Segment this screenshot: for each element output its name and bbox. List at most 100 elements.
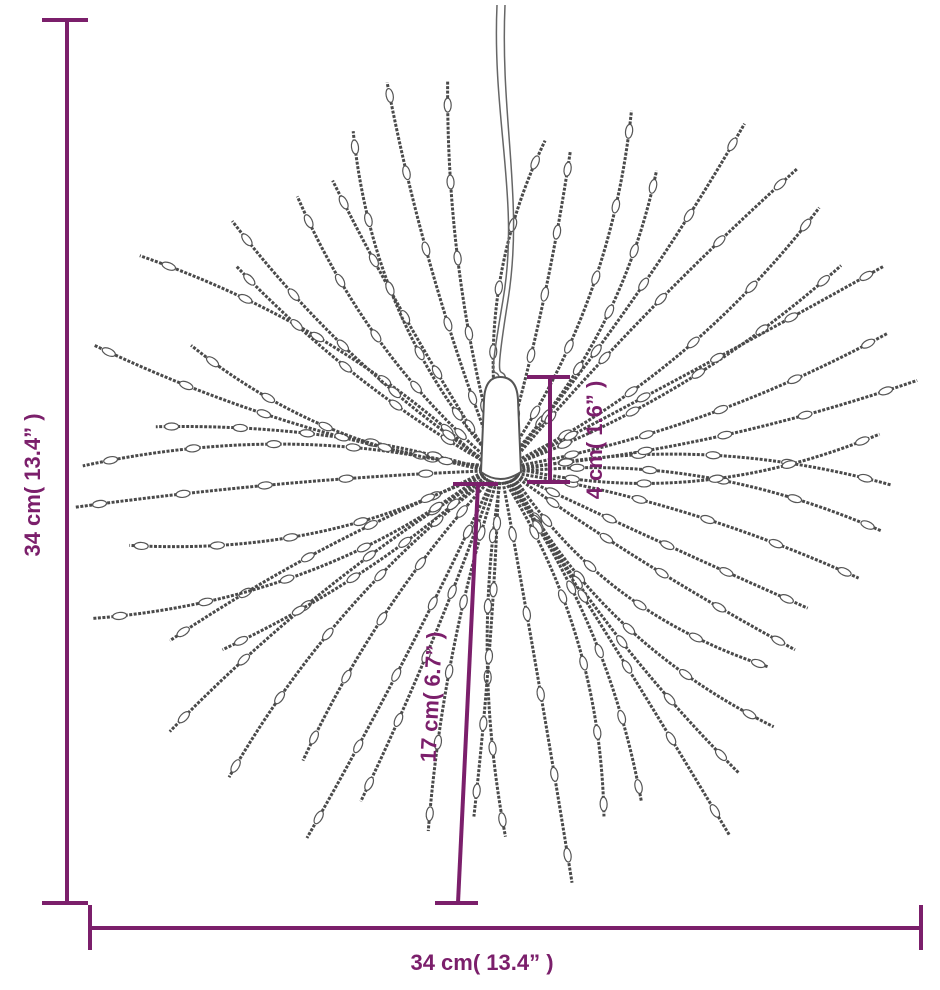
strand [513,206,821,464]
led [599,796,608,812]
led [290,318,303,331]
led [391,667,402,682]
led [593,724,602,740]
led [545,487,560,498]
strand [472,481,501,817]
led [558,458,574,467]
led [683,208,695,223]
led [479,716,488,732]
led [616,635,628,649]
led [279,574,295,584]
led [232,423,248,433]
led [708,474,724,483]
led [334,273,346,288]
led [364,776,375,791]
led [444,664,454,680]
led [508,217,518,233]
led [410,380,422,394]
led [256,409,272,419]
led [353,517,369,527]
led [446,174,455,190]
led [453,250,462,266]
led [230,759,241,773]
led [185,444,201,453]
led [346,572,361,584]
led [631,494,647,504]
led [799,218,812,232]
led [443,97,452,113]
led [629,243,639,259]
led [443,316,453,332]
led [665,731,677,746]
led [710,352,725,364]
led [563,430,578,441]
led [178,380,194,391]
strand [301,478,492,762]
strand [509,478,740,774]
led [678,668,693,681]
led [745,280,758,294]
strand [505,480,643,802]
firework-light [75,81,918,883]
led [654,292,667,306]
led [583,560,597,572]
led [639,430,654,440]
led [429,501,443,513]
led [322,627,334,641]
led [719,567,734,577]
led [418,469,434,478]
led [636,479,652,488]
led [526,347,536,363]
led [376,611,388,626]
strand [359,480,495,803]
led [637,446,653,456]
led [591,270,601,286]
led [590,344,602,358]
led [454,427,467,441]
led [362,550,376,562]
led [557,589,568,604]
led [861,338,876,349]
led [388,386,402,399]
led [459,594,468,610]
led [688,632,704,643]
led [393,712,404,728]
cable [492,4,510,381]
led [402,165,411,181]
led [855,436,870,446]
led [112,611,128,621]
strand [513,476,770,669]
led [579,655,589,671]
strand [221,475,486,652]
led [385,281,395,296]
led [241,233,253,247]
height-dimension: 34 cm( 13.4” ) [20,18,88,905]
led [300,552,315,563]
led [353,739,364,754]
led [446,498,460,511]
led [787,494,803,504]
led [336,339,350,352]
led [498,812,507,828]
led [483,598,492,614]
led [176,626,190,638]
strand [168,476,487,733]
led [859,270,874,282]
led [442,429,456,441]
led [363,519,378,530]
strand [305,480,494,839]
led [787,374,802,385]
led [283,533,299,542]
led [713,235,726,248]
led [464,419,476,434]
led [566,580,577,595]
led [398,536,412,548]
led [318,421,333,432]
canister [479,375,523,480]
led [484,648,494,665]
led [742,709,757,720]
led [648,178,658,194]
led [451,407,463,421]
led [837,566,852,577]
